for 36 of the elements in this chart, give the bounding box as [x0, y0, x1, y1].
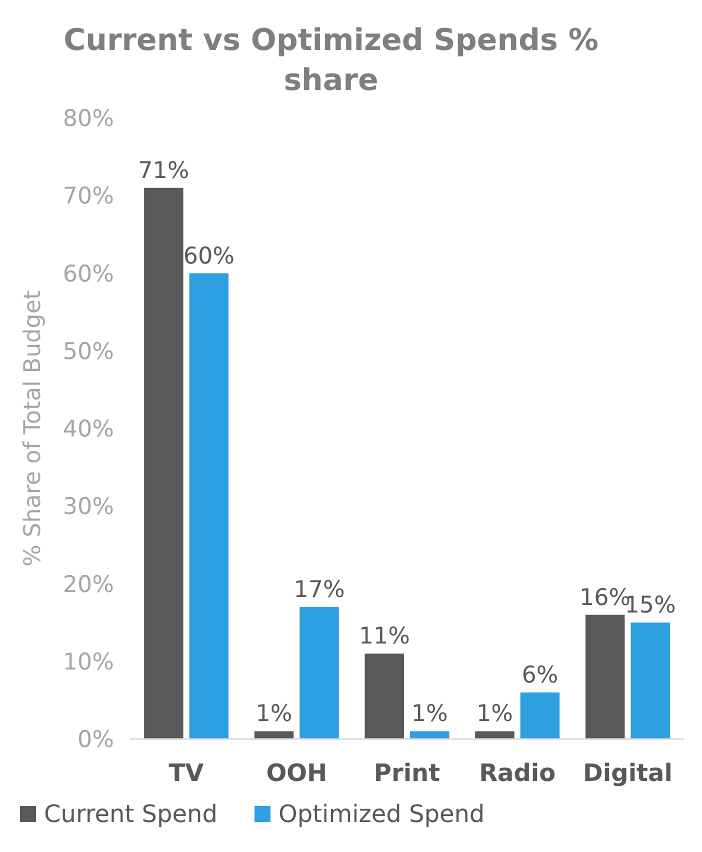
bar — [189, 273, 229, 739]
data-label: 11% — [358, 624, 410, 650]
y-tick-label: 0% — [78, 727, 114, 754]
data-label: 1% — [411, 701, 448, 728]
y-tick-label: 20% — [62, 572, 114, 598]
y-tick-label: 30% — [62, 494, 114, 520]
data-label: 1% — [476, 701, 513, 728]
bar — [254, 731, 294, 739]
bar — [300, 607, 339, 739]
x-tick-label: Print — [374, 759, 440, 787]
y-tick-label: 70% — [62, 184, 114, 210]
chart-title: Current vs Optimized Spends % share — [64, 23, 598, 98]
y-tick-label: 50% — [62, 338, 114, 365]
bar — [520, 692, 560, 739]
bar — [475, 731, 514, 739]
y-axis-title: % Share of Total Budget — [20, 290, 46, 567]
bar — [410, 731, 450, 739]
x-tick-label: Radio — [479, 759, 556, 787]
x-tick-label: TV — [168, 759, 204, 787]
data-label: 71% — [138, 158, 190, 184]
data-label: 1% — [256, 701, 292, 728]
bar — [364, 654, 404, 739]
data-label: 17% — [294, 577, 345, 604]
legend-label: Optimized Spend — [278, 800, 485, 828]
data-label: 6% — [522, 662, 558, 688]
data-label: 60% — [183, 243, 234, 270]
legend-label: Current Spend — [44, 800, 218, 828]
y-tick-label: 80% — [62, 106, 114, 132]
y-tick-label: 60% — [62, 261, 114, 288]
x-tick-label: OOH — [266, 759, 328, 787]
y-tick-label: 40% — [62, 416, 114, 443]
bar — [585, 614, 625, 739]
x-tick-label: Digital — [582, 759, 672, 787]
y-tick-label: 10% — [62, 649, 114, 676]
bar — [144, 188, 184, 739]
bar — [630, 622, 670, 739]
